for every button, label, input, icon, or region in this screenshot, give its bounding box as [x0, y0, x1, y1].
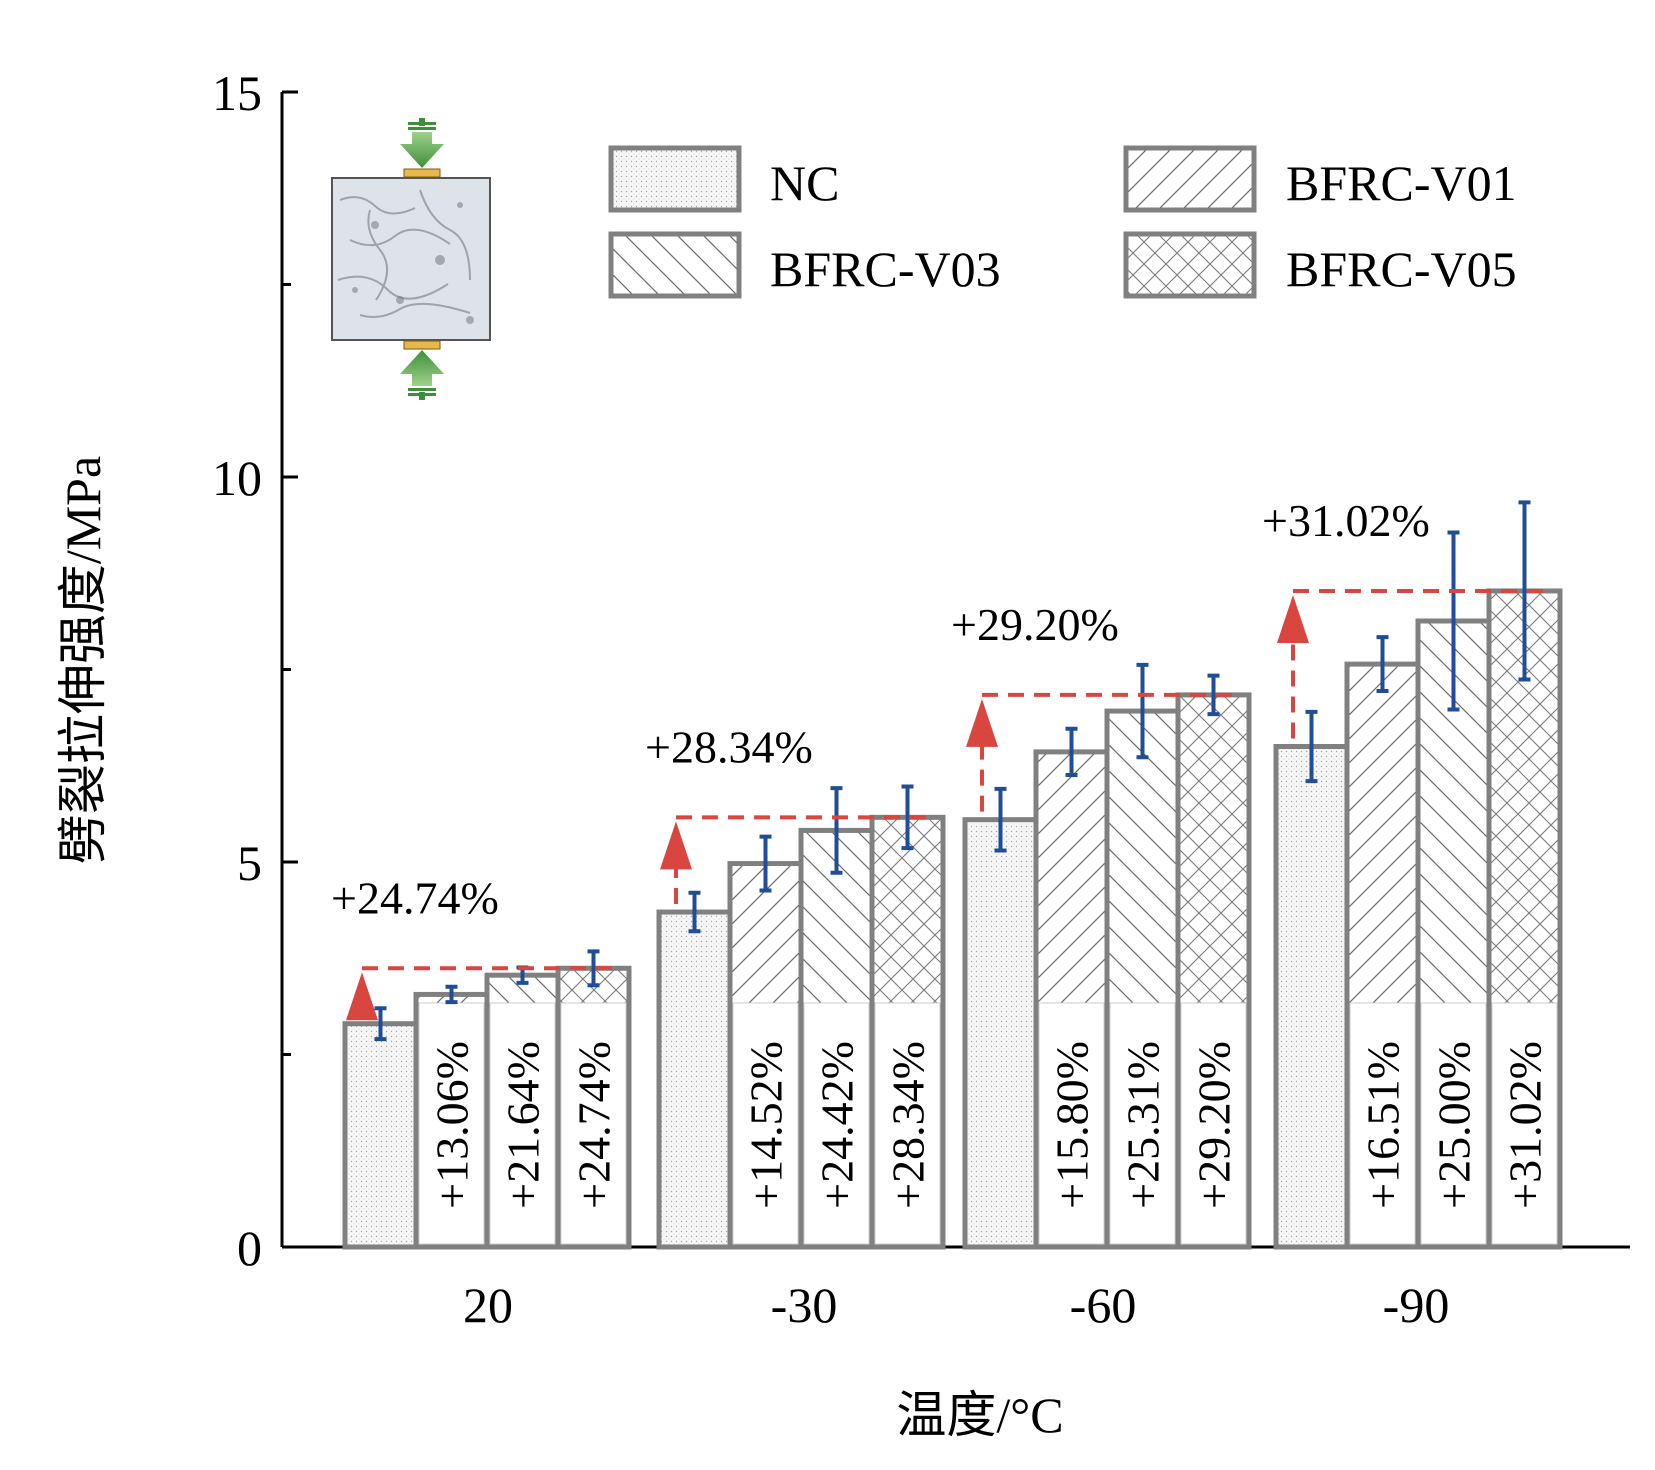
bar-label-box	[489, 1002, 556, 1245]
legend-label-bfrc-v03: BFRC-V03	[770, 241, 1001, 297]
bar-percentage-label: +31.02%	[1500, 1041, 1551, 1209]
legend-label-bfrc-v05: BFRC-V05	[1286, 241, 1517, 297]
error-bar	[994, 786, 1007, 853]
error-bar	[445, 984, 458, 1005]
gain-label: +29.20%	[951, 599, 1119, 650]
y-tick-label-10: 10	[212, 450, 262, 506]
gain-arrow-icon	[966, 698, 998, 747]
legend-label-bfrc-v01: BFRC-V01	[1286, 155, 1517, 211]
error-bar	[688, 890, 701, 934]
gain-arrow-icon	[660, 821, 692, 870]
error-bar	[374, 1006, 387, 1042]
bar-percentage-label: +25.31%	[1118, 1041, 1169, 1209]
bar-label-box	[732, 1002, 799, 1245]
x-tick-label-20: 20	[463, 1277, 513, 1333]
bar-label-box	[1420, 1002, 1487, 1245]
gain-annotations: +24.74% +28.34% +29.20% +31.02%	[331, 495, 1550, 1021]
bar-percentage-label: +16.51%	[1358, 1041, 1409, 1209]
error-bar	[1447, 530, 1460, 712]
error-bar	[587, 949, 600, 988]
gain-guide-line	[1291, 588, 1550, 739]
gain-label: +28.34%	[645, 721, 813, 772]
error-bar	[1376, 635, 1389, 694]
bar-percentage-label: +24.74%	[569, 1041, 620, 1209]
bar-percentage-label: +13.06%	[427, 1041, 478, 1209]
error-bar	[1136, 662, 1149, 760]
bar	[962, 817, 1039, 1250]
bar-label-box	[874, 1002, 941, 1245]
bar-label-box	[1349, 1002, 1416, 1245]
error-bar	[759, 834, 772, 893]
y-tick-label-5: 5	[237, 835, 262, 891]
gain-label: +24.74%	[331, 872, 499, 923]
bar-percentage-label: +21.64%	[498, 1041, 549, 1209]
bar-label-box	[1180, 1002, 1247, 1245]
gain-guide-line	[980, 692, 1239, 812]
bar-label-box	[418, 1002, 485, 1245]
legend-swatch-bfrc-v05	[1123, 231, 1257, 299]
bar-percentage-label: +24.42%	[812, 1041, 863, 1209]
bar-percentage-labels: +13.06% +21.64% +24.74% +14.52% +24.42% +28.3…	[418, 1002, 1558, 1245]
error-bar	[1518, 500, 1531, 682]
x-tick-label-minus90: -90	[1383, 1277, 1450, 1333]
bar-percentage-label: +29.20%	[1189, 1041, 1240, 1209]
x-axis-title: 温度/°C	[896, 1387, 1063, 1443]
bar-percentage-label: +28.34%	[883, 1041, 934, 1209]
y-tick-label-0: 0	[237, 1220, 262, 1276]
bar	[342, 1021, 419, 1250]
gain-arrow-icon	[346, 972, 378, 1021]
bar-percentage-label: +14.52%	[741, 1041, 792, 1209]
y-axis-title: 劈裂拉伸强度/MPa	[55, 456, 111, 864]
legend-swatch-bfrc-v03	[608, 231, 742, 299]
bar	[1273, 744, 1350, 1250]
x-tick-label-minus30: -30	[771, 1277, 838, 1333]
legend-label-nc: NC	[770, 155, 839, 211]
bar-label-box	[560, 1002, 627, 1245]
error-bar	[901, 784, 914, 851]
bar-percentage-label: +25.00%	[1429, 1041, 1480, 1209]
splitting-test-specimen-icon	[331, 118, 491, 400]
legend-swatch-bfrc-v01	[1123, 145, 1257, 213]
legend-swatch-nc	[608, 145, 742, 213]
bar-label-box	[803, 1002, 870, 1245]
error-bar	[1065, 726, 1078, 777]
error-bar	[1207, 673, 1220, 717]
y-tick-labels: 0 5 10 15	[212, 65, 262, 1276]
error-bar	[830, 786, 843, 875]
gain-label: +31.02%	[1262, 495, 1430, 546]
y-tick-label-15: 15	[212, 65, 262, 121]
x-tick-label-minus60: -60	[1070, 1277, 1137, 1333]
bar	[656, 909, 733, 1250]
x-tick-labels: 20 -30 -60 -90	[463, 1277, 1449, 1333]
bar-label-box	[1038, 1002, 1105, 1245]
bar-label-box	[1491, 1002, 1558, 1245]
legend: NC BFRC-V01 BFRC-V03 BFRC-V05	[608, 145, 1517, 299]
error-bar	[1305, 709, 1318, 784]
gain-arrow-icon	[1277, 594, 1309, 643]
bar-label-box	[1109, 1002, 1176, 1245]
error-bars	[374, 500, 1531, 1042]
bar-percentage-label: +15.80%	[1047, 1041, 1098, 1209]
